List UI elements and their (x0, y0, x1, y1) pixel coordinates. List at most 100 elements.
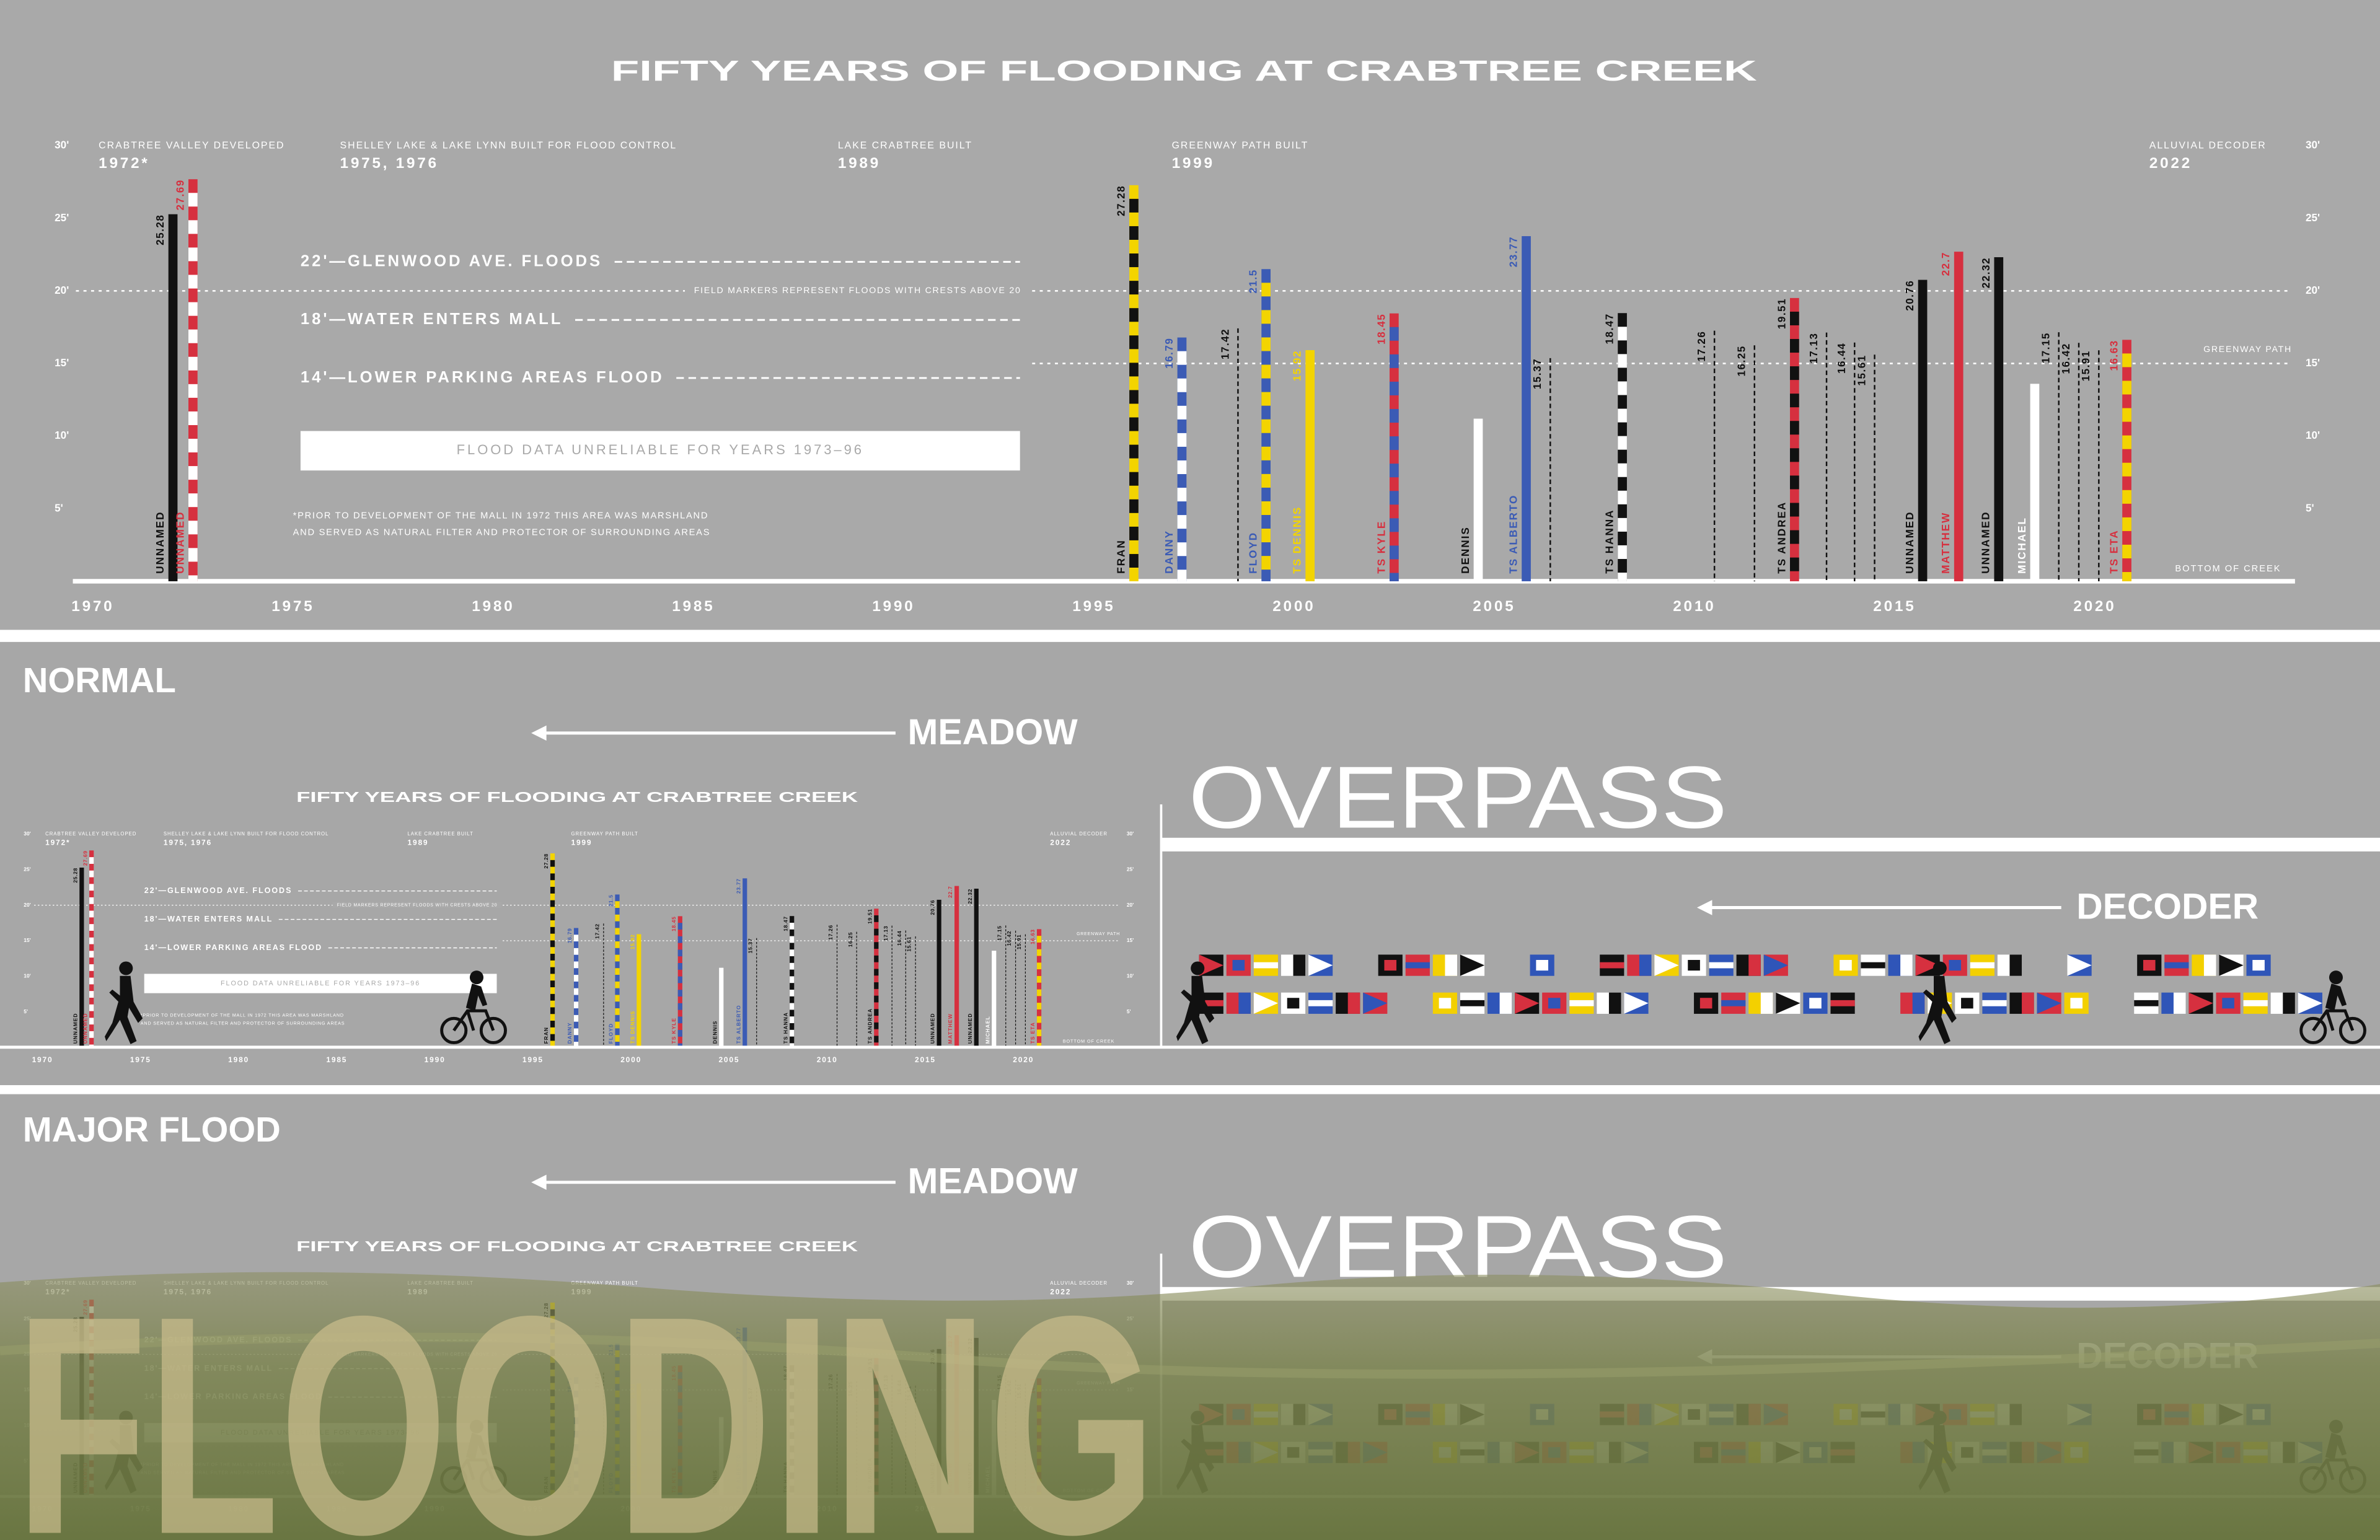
value-label: 16.63 (1029, 929, 1036, 944)
flag-part (1760, 992, 1773, 1014)
label-backdrop (685, 284, 1031, 297)
bar-stripe (188, 356, 198, 371)
value-label: 23.77 (1507, 236, 1519, 267)
bar-stripe (573, 935, 579, 942)
bar-stripe (1036, 1029, 1042, 1037)
bar-stripe (1390, 464, 1399, 478)
bar-stripe (188, 548, 198, 562)
bar-stripe (1129, 417, 1139, 431)
bar-stripe (790, 976, 795, 983)
value-label: 25.28 (154, 214, 166, 245)
value-label: 17.13 (1807, 333, 1820, 364)
flag-part (2222, 998, 2234, 1009)
value-label: 19.51 (1775, 298, 1787, 329)
event-year: 1989 (408, 838, 429, 847)
bar-stripe (677, 976, 682, 983)
x-tick-label: 1995 (522, 1055, 544, 1064)
main-chart: FIFTY YEARS OF FLOODING AT CRABTREE CREE… (55, 55, 2320, 615)
bar-stripe (188, 384, 198, 398)
flag-part (1293, 954, 1306, 976)
bottom-label: BOTTOM OF CREEK (2175, 564, 2281, 574)
flood-name: FRAN (543, 1027, 549, 1044)
flood-name: TS HANNA (782, 1012, 788, 1044)
flag-part (1253, 962, 1279, 969)
flag-part (2243, 1000, 2268, 1006)
flag-part (1608, 992, 1621, 1014)
bar-stripe (573, 988, 579, 995)
runner (1191, 961, 1205, 975)
event-label: LAKE CRABTREE BUILT (408, 831, 474, 837)
flag-part (1912, 992, 1925, 1014)
bar-stripe (615, 914, 620, 922)
x-tick-label: 1990 (425, 1055, 446, 1064)
bar-stripe (677, 1043, 682, 1048)
bar-stripe (874, 915, 879, 922)
bar-stripe (89, 951, 94, 958)
bar-stripe (89, 977, 94, 985)
bar-stripe (874, 942, 879, 949)
y-tick-label: 5' (55, 501, 63, 514)
bar-stripe (874, 928, 879, 936)
flag-part (1915, 954, 1940, 976)
bar-stripe (1261, 337, 1271, 351)
note-box-text: FLOOD DATA UNRELIABLE FOR YEARS 1973–96 (457, 442, 864, 457)
bar-stripe (1618, 517, 1627, 532)
runner (1176, 975, 1215, 1044)
top-panel (0, 0, 2380, 630)
bar-stripe (2122, 408, 2131, 422)
value-label: 27.28 (543, 853, 549, 869)
value-label: 23.77 (735, 878, 741, 894)
bar-stripe (1390, 491, 1399, 505)
flood-name: DENNIS (1459, 526, 1471, 573)
bar-stripe (89, 897, 94, 904)
event-year: 1989 (838, 155, 881, 172)
bar-stripe (1390, 573, 1399, 581)
y-tick-label: 10' (2306, 429, 2320, 441)
flag-part (1363, 992, 1388, 1014)
event-year: 2022 (1050, 838, 1071, 847)
section-label: NORMAL (23, 661, 176, 700)
flag-part (1199, 954, 1223, 976)
flood-name: TS ALBERTO (1507, 495, 1519, 574)
cyclist (2329, 970, 2343, 985)
value-label: 17.42 (1219, 328, 1231, 359)
flood-name: DANNY (1163, 530, 1175, 574)
arrow-head (1696, 900, 1712, 915)
flag-part (1624, 992, 1649, 1014)
bar-stripe (615, 981, 620, 988)
flood-bar (1305, 350, 1315, 581)
note-box (300, 431, 1020, 471)
value-label: 15.91 (1016, 935, 1022, 950)
flood-bar (1473, 418, 1483, 581)
value-label: 18.45 (1375, 314, 1387, 345)
cyclist (440, 1016, 468, 1044)
flag-part (1460, 954, 1485, 976)
bar-stripe (1618, 573, 1627, 581)
bar-stripe (615, 1021, 620, 1029)
flood-bar (79, 868, 84, 1048)
flood-bar (1036, 929, 1042, 1048)
bar-stripe (1390, 354, 1399, 368)
event-label: ALLUVIAL DECODER (1050, 831, 1108, 837)
zone-label: MEADOW (907, 712, 1078, 752)
event-year: 1999 (571, 838, 593, 847)
y-tick-label: 20' (24, 902, 30, 908)
flag-part (1840, 959, 1852, 971)
value-label: 27.69 (174, 179, 186, 210)
value-label: 22.7 (947, 886, 953, 898)
x-tick-label: 1995 (1072, 598, 1115, 615)
y-tick-label: 20' (1127, 902, 1134, 908)
bar-stripe (1177, 351, 1187, 365)
y-tick-label: 15' (1127, 937, 1134, 943)
bar-stripe (1390, 327, 1399, 341)
y-tick-label: 20' (2306, 284, 2320, 296)
bar-stripe (1129, 226, 1139, 240)
flag-part (1900, 954, 1913, 976)
flag-part (2252, 959, 2265, 971)
event-year: 1975, 1976 (340, 155, 439, 172)
bar-stripe (1618, 463, 1627, 477)
flood-overlay-text: FLOODING (15, 1252, 1157, 1540)
y-tick-label: 10' (24, 973, 30, 979)
flood-name: TS ANDREA (866, 1008, 873, 1044)
bar-stripe (874, 982, 879, 989)
